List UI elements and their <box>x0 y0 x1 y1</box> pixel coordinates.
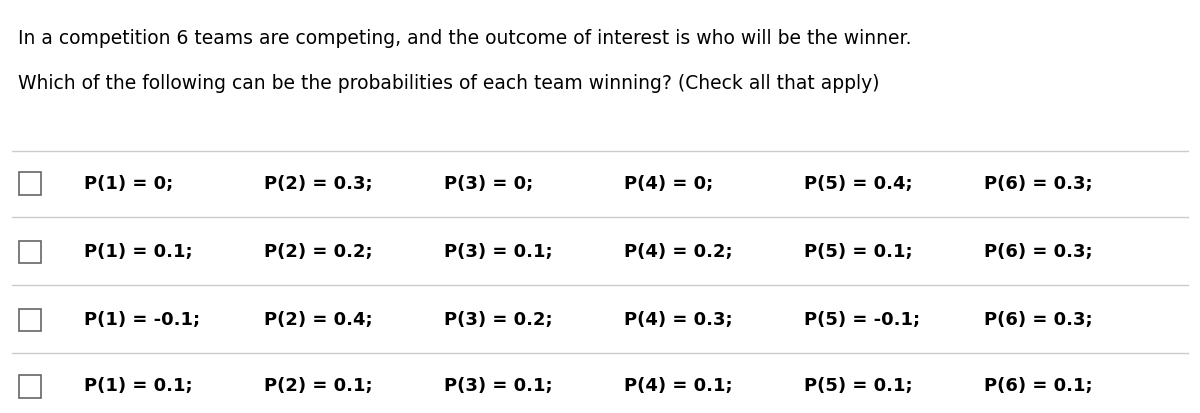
Bar <box>19 172 41 195</box>
Text: P(5) = 0.4;: P(5) = 0.4; <box>804 175 913 193</box>
Text: P(4) = 0.1;: P(4) = 0.1; <box>624 377 733 395</box>
Text: P(4) = 0;: P(4) = 0; <box>624 175 713 193</box>
Text: P(5) = 0.1;: P(5) = 0.1; <box>804 243 913 261</box>
Text: P(6) = 0.3;: P(6) = 0.3; <box>984 243 1093 261</box>
Text: P(2) = 0.1;: P(2) = 0.1; <box>264 377 373 395</box>
Text: P(1) = 0;: P(1) = 0; <box>84 175 173 193</box>
Text: P(3) = 0.2;: P(3) = 0.2; <box>444 311 553 329</box>
Text: P(5) = -0.1;: P(5) = -0.1; <box>804 311 920 329</box>
Text: Which of the following can be the probabilities of each team winning? (Check all: Which of the following can be the probab… <box>18 74 880 93</box>
Text: P(6) = 0.3;: P(6) = 0.3; <box>984 175 1093 193</box>
Text: P(3) = 0;: P(3) = 0; <box>444 175 533 193</box>
Text: P(2) = 0.3;: P(2) = 0.3; <box>264 175 373 193</box>
Text: P(5) = 0.1;: P(5) = 0.1; <box>804 377 913 395</box>
Text: P(1) = 0.1;: P(1) = 0.1; <box>84 377 193 395</box>
Text: In a competition 6 teams are competing, and the outcome of interest is who will : In a competition 6 teams are competing, … <box>18 29 912 48</box>
Text: P(3) = 0.1;: P(3) = 0.1; <box>444 243 553 261</box>
Text: P(6) = 0.3;: P(6) = 0.3; <box>984 311 1093 329</box>
Text: P(4) = 0.2;: P(4) = 0.2; <box>624 243 733 261</box>
Text: P(2) = 0.4;: P(2) = 0.4; <box>264 311 373 329</box>
Bar <box>19 375 41 397</box>
Bar <box>19 309 41 331</box>
Bar <box>19 240 41 263</box>
Text: P(3) = 0.1;: P(3) = 0.1; <box>444 377 553 395</box>
Text: P(4) = 0.3;: P(4) = 0.3; <box>624 311 733 329</box>
Text: P(1) = -0.1;: P(1) = -0.1; <box>84 311 200 329</box>
Text: P(1) = 0.1;: P(1) = 0.1; <box>84 243 193 261</box>
Text: P(2) = 0.2;: P(2) = 0.2; <box>264 243 373 261</box>
Text: P(6) = 0.1;: P(6) = 0.1; <box>984 377 1093 395</box>
